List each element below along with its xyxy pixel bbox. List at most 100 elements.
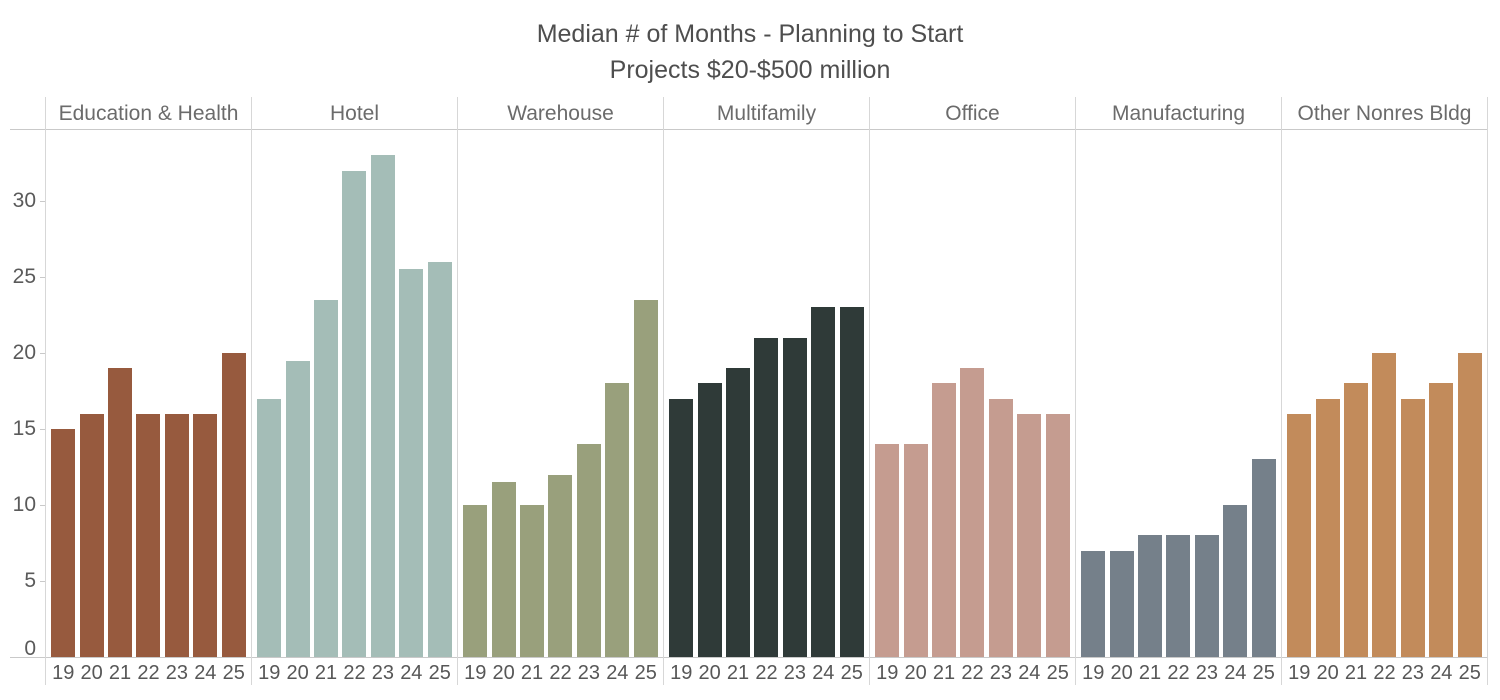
bar[interactable]	[399, 269, 424, 657]
bar[interactable]	[726, 368, 751, 657]
bar[interactable]	[1017, 414, 1042, 657]
bar[interactable]	[839, 307, 864, 657]
x-tick-label: 24	[1018, 662, 1041, 684]
x-tick-label: 25	[634, 662, 657, 684]
bar[interactable]	[875, 444, 900, 657]
bar-slot	[873, 444, 901, 657]
bar[interactable]	[1315, 399, 1340, 657]
x-tick-label: 19	[1082, 662, 1105, 684]
bar-slot	[781, 338, 809, 657]
bar[interactable]	[1138, 535, 1163, 657]
bar[interactable]	[1223, 505, 1248, 657]
bar[interactable]	[576, 444, 601, 657]
bar-slot	[518, 505, 546, 657]
bar-slot	[134, 414, 162, 657]
bar[interactable]	[342, 171, 367, 657]
bar[interactable]	[257, 399, 282, 657]
x-tick-label: 23	[1401, 662, 1425, 684]
bar[interactable]	[51, 429, 76, 657]
x-tick-label: 20	[698, 662, 721, 684]
bar[interactable]	[960, 368, 985, 657]
x-tick-label: 23	[989, 662, 1013, 684]
x-tick-label: 23	[165, 662, 189, 684]
x-tick-label: 22	[1373, 662, 1396, 684]
bar[interactable]	[605, 383, 630, 657]
bar-slot	[1015, 414, 1043, 657]
bar-slot	[1285, 414, 1313, 657]
bar[interactable]	[1194, 535, 1219, 657]
bar[interactable]	[1081, 551, 1106, 657]
bar[interactable]	[427, 262, 452, 657]
header-underline	[10, 129, 1488, 130]
bar[interactable]	[1166, 535, 1191, 657]
y-tick-label: 15	[12, 417, 36, 440]
x-tick-label: 25	[840, 662, 863, 684]
x-tick-label: 24	[194, 662, 217, 684]
bar-slot	[667, 399, 695, 657]
bar[interactable]	[1344, 383, 1369, 657]
bar[interactable]	[754, 338, 779, 657]
bar[interactable]	[697, 383, 722, 657]
x-tick-label: 22	[755, 662, 778, 684]
bar-slot	[77, 414, 105, 657]
y-tick-mark	[40, 429, 45, 430]
x-tick-label: 21	[520, 662, 544, 684]
bar[interactable]	[1457, 353, 1482, 657]
bar[interactable]	[1372, 353, 1397, 657]
bar[interactable]	[669, 399, 694, 657]
x-tick-label: 22	[343, 662, 366, 684]
bar-slot	[283, 361, 311, 657]
bar-slot	[1456, 353, 1484, 657]
y-tick-label: 20	[12, 341, 36, 364]
bar[interactable]	[79, 414, 104, 657]
x-tick-label: 20	[492, 662, 515, 684]
bar-slot	[546, 475, 574, 657]
bar[interactable]	[164, 414, 189, 657]
bar-slot	[724, 368, 752, 657]
bar-slot	[461, 505, 489, 657]
x-tick-label: 21	[1138, 662, 1162, 684]
bar[interactable]	[370, 155, 395, 657]
bar[interactable]	[285, 361, 310, 657]
y-tick-label: 25	[12, 265, 36, 288]
y-tick-label: 0	[24, 637, 36, 660]
bar[interactable]	[136, 414, 161, 657]
bar[interactable]	[314, 300, 339, 657]
chart-title-line-2: Projects $20-$500 million	[609, 56, 891, 84]
bar-slot	[987, 399, 1015, 657]
bar-slot	[1342, 383, 1370, 657]
bar[interactable]	[1287, 414, 1312, 657]
bar[interactable]	[1429, 383, 1454, 657]
bar[interactable]	[1045, 414, 1070, 657]
bar-slot	[1427, 383, 1455, 657]
bar[interactable]	[193, 414, 218, 657]
bar[interactable]	[1109, 551, 1134, 657]
panel-row: Education & Health 19 20 21 22 23 24 25 Hotel 19 2…	[45, 97, 1488, 685]
category-header: Manufacturing	[1111, 101, 1246, 125]
bar[interactable]	[903, 444, 928, 657]
bar[interactable]	[932, 383, 957, 657]
category-panel: Hotel 19 20 21 22 23 24 25	[251, 97, 457, 685]
bar[interactable]	[988, 399, 1013, 657]
bar-slot	[901, 444, 929, 657]
bar-slot	[1136, 535, 1164, 657]
x-tick-label: 22	[961, 662, 984, 684]
bar[interactable]	[548, 475, 573, 657]
bar-slot	[397, 269, 425, 657]
x-tick-label: 19	[1288, 662, 1311, 684]
bar[interactable]	[1400, 399, 1425, 657]
bar[interactable]	[463, 505, 488, 657]
bar[interactable]	[108, 368, 133, 657]
x-tick-label: 24	[812, 662, 835, 684]
bar[interactable]	[782, 338, 807, 657]
bar-slot	[163, 414, 191, 657]
bar-slot	[930, 383, 958, 657]
bar[interactable]	[520, 505, 545, 657]
bar[interactable]	[221, 353, 246, 657]
bar[interactable]	[633, 300, 658, 657]
category-panel: Office 19 20 21 22 23 24 25	[869, 97, 1075, 685]
bar[interactable]	[491, 482, 516, 657]
x-tick-label: 21	[1344, 662, 1368, 684]
bar[interactable]	[811, 307, 836, 657]
bar[interactable]	[1251, 459, 1276, 657]
